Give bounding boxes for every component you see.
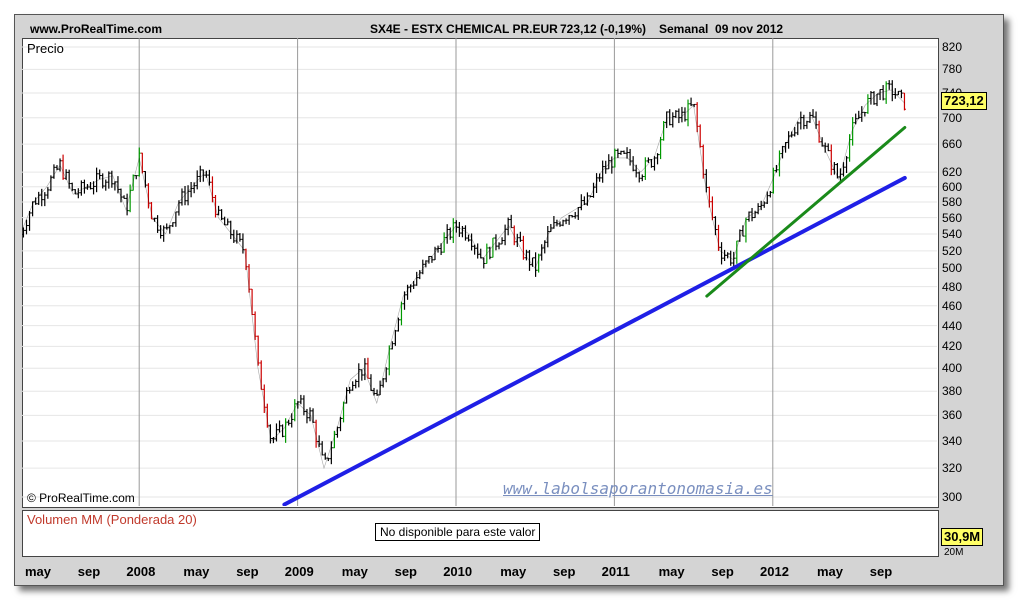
y-tick-label: 340 <box>942 433 963 448</box>
y-tick-label: 620 <box>942 165 963 180</box>
x-tick-label: 2008 <box>126 564 156 579</box>
y-tick-label: 320 <box>942 461 963 476</box>
copyright-label: © ProRealTime.com <box>27 491 135 505</box>
price-chart <box>22 38 937 506</box>
x-tick-label: sep <box>869 564 893 579</box>
volume-unavailable-message: No disponible para este valor <box>375 523 541 541</box>
x-tick-label: 2011 <box>601 564 630 579</box>
y-tick-label: 600 <box>942 179 963 194</box>
y-tick-label: 380 <box>942 384 963 399</box>
x-tick-label: may <box>25 564 52 579</box>
y-tick-label: 580 <box>942 194 963 209</box>
last-price-badge: 723,12 <box>941 92 987 110</box>
x-tick-label: 2009 <box>284 564 314 579</box>
x-tick-label: may <box>658 564 685 579</box>
y-tick-label: 500 <box>942 261 963 276</box>
x-tick-label: may <box>500 564 527 579</box>
volume-badge: 30,9M <box>941 528 984 546</box>
x-tick-label: sep <box>711 564 734 579</box>
y-tick-label: 560 <box>942 210 963 225</box>
x-tick-label: sep <box>236 564 259 579</box>
x-tick-label: may <box>341 564 368 579</box>
volume-tick-label: 20M <box>944 547 964 558</box>
volume-title: Volumen MM (Ponderada 20) <box>27 512 197 527</box>
site-label: www.ProRealTime.com <box>30 22 163 36</box>
price-axis-title: Precio <box>27 41 64 56</box>
y-tick-label: 440 <box>942 318 963 333</box>
x-tick-label: sep <box>394 564 417 579</box>
y-tick-label: 300 <box>942 490 963 504</box>
blue-trendline <box>282 175 907 506</box>
y-tick-label: 360 <box>942 408 963 423</box>
price-panel <box>22 38 939 508</box>
y-tick-label: 400 <box>942 361 963 376</box>
x-tick-label: 2010 <box>443 564 473 579</box>
x-tick-label: 2012 <box>760 564 789 579</box>
y-tick-label: 540 <box>942 226 963 241</box>
y-tick-label: 780 <box>942 62 963 77</box>
y-tick-label: 820 <box>942 40 963 54</box>
quote-label: 723,12 (-0,19%) <box>560 22 647 36</box>
x-tick-label: sep <box>77 564 101 579</box>
y-tick-label: 700 <box>942 110 963 125</box>
price-series-line <box>22 89 906 470</box>
y-tick-label: 520 <box>942 243 963 258</box>
x-tick-label: may <box>817 564 844 579</box>
watermark-link[interactable]: www.labolsaporantonomasia.es <box>503 479 773 498</box>
y-tick-label: 460 <box>942 298 963 313</box>
y-tick-label: 420 <box>942 339 963 354</box>
y-tick-label: 660 <box>942 137 963 152</box>
x-tick-label: may <box>183 564 210 579</box>
period-label: Semanal 09 nov 2012 <box>659 22 784 36</box>
x-tick-label: sep <box>553 564 576 579</box>
instrument-title: SX4E - ESTX CHEMICAL PR.EUR <box>370 22 558 36</box>
y-tick-label: 480 <box>942 279 963 294</box>
green-trendline <box>705 126 907 298</box>
